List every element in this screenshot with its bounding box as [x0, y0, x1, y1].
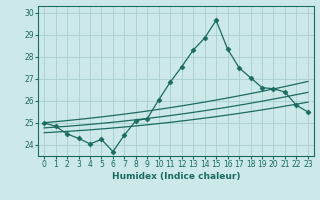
X-axis label: Humidex (Indice chaleur): Humidex (Indice chaleur): [112, 172, 240, 181]
